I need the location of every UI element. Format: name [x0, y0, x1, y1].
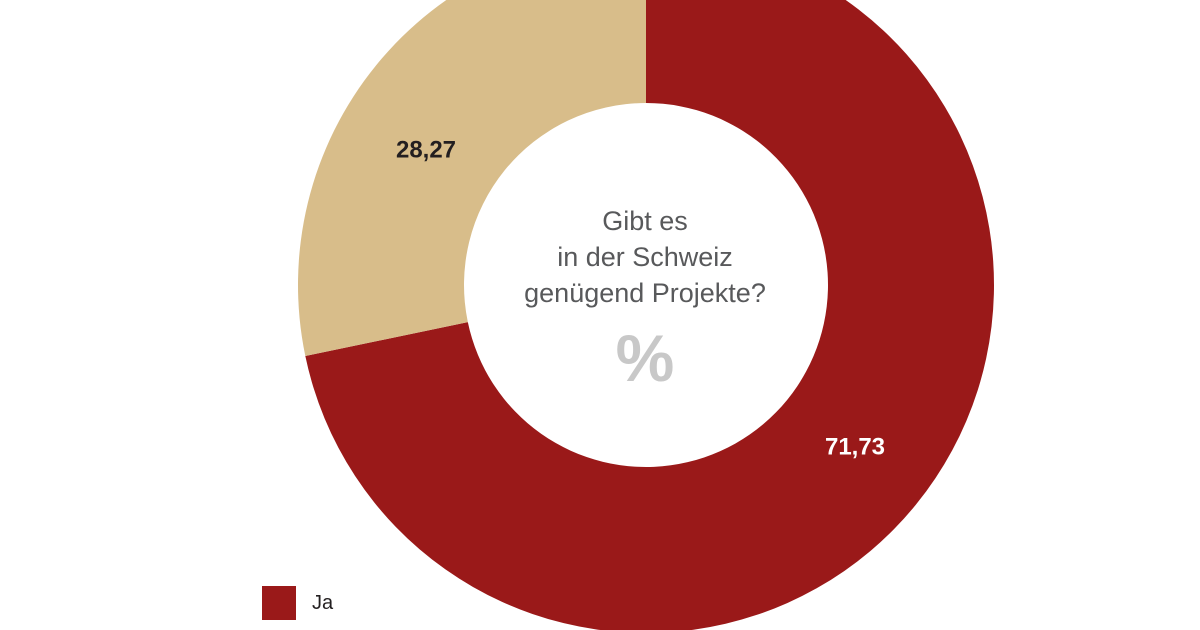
legend: Ja: [262, 586, 333, 620]
legend-swatch-ja: [262, 586, 296, 620]
center-question-line-3: genügend Projekte?: [524, 278, 766, 308]
slice-value-label-ja: 71,73: [825, 433, 885, 460]
donut-slice-other: [298, 0, 646, 356]
center-question-line-2: in der Schweiz: [557, 242, 733, 272]
donut-slice-ja: [305, 0, 994, 630]
legend-label-ja: Ja: [312, 591, 334, 614]
slice-value-label-other: 28,27: [396, 136, 456, 163]
center-question-line-1: Gibt es: [602, 206, 688, 236]
center-unit: %: [615, 321, 675, 395]
